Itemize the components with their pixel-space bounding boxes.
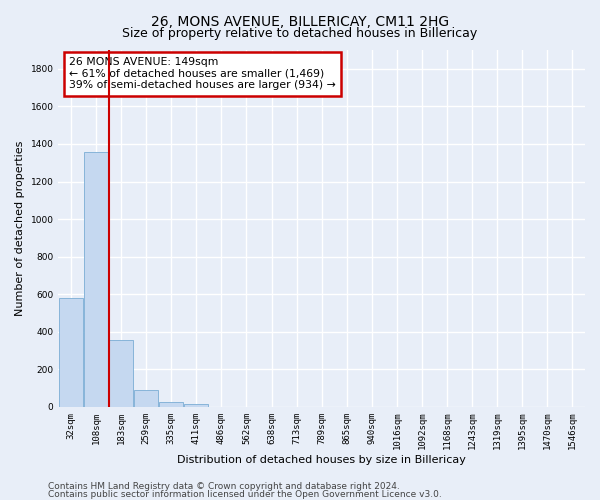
- Text: Contains HM Land Registry data © Crown copyright and database right 2024.: Contains HM Land Registry data © Crown c…: [48, 482, 400, 491]
- Text: 26, MONS AVENUE, BILLERICAY, CM11 2HG: 26, MONS AVENUE, BILLERICAY, CM11 2HG: [151, 15, 449, 29]
- Bar: [134, 390, 158, 407]
- Text: 26 MONS AVENUE: 149sqm
← 61% of detached houses are smaller (1,469)
39% of semi-: 26 MONS AVENUE: 149sqm ← 61% of detached…: [69, 57, 335, 90]
- Text: Contains public sector information licensed under the Open Government Licence v3: Contains public sector information licen…: [48, 490, 442, 499]
- Y-axis label: Number of detached properties: Number of detached properties: [15, 141, 25, 316]
- Bar: [59, 298, 83, 407]
- Text: Size of property relative to detached houses in Billericay: Size of property relative to detached ho…: [122, 28, 478, 40]
- Bar: [109, 340, 133, 407]
- Bar: [84, 152, 108, 407]
- Bar: [184, 404, 208, 407]
- Bar: [160, 402, 183, 407]
- X-axis label: Distribution of detached houses by size in Billericay: Distribution of detached houses by size …: [177, 455, 466, 465]
